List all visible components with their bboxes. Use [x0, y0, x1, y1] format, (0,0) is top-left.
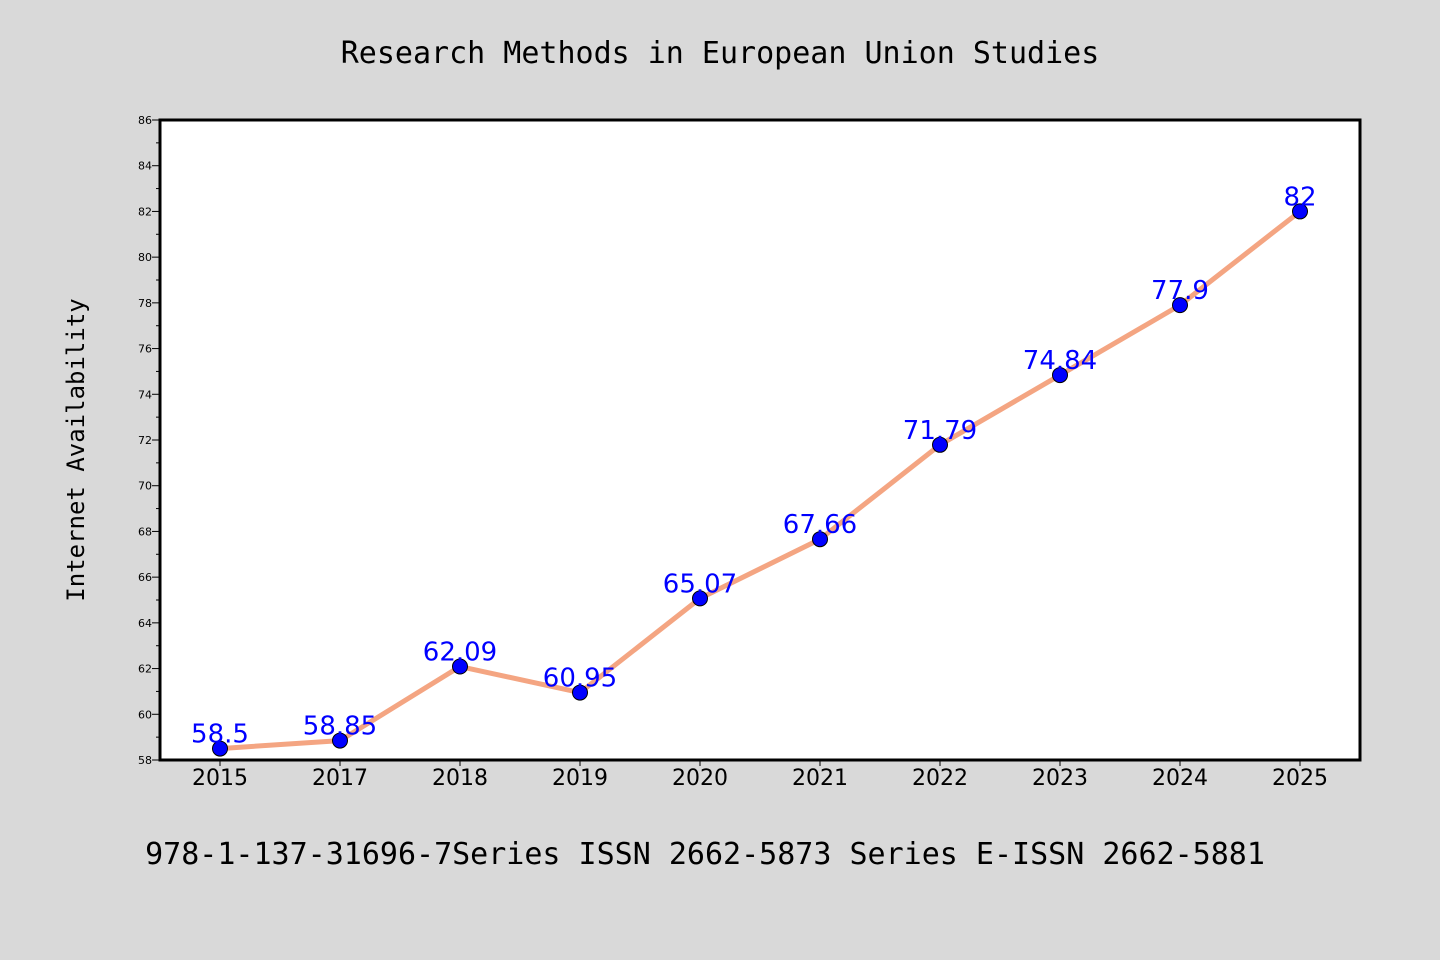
x-tick-label: 2020 [672, 766, 728, 791]
data-point [932, 436, 948, 453]
y-tick-label: 72 [138, 434, 152, 447]
plot-area [158, 118, 1362, 762]
y-tick-label: 76 [138, 343, 152, 356]
y-tick-label: 58 [138, 754, 152, 767]
data-point [692, 590, 708, 607]
data-point [1052, 367, 1068, 384]
data-point [452, 658, 468, 675]
data-point [572, 684, 588, 701]
series-layer [212, 203, 1308, 757]
y-tick-label: 64 [138, 617, 152, 630]
x-tick-label: 2023 [1032, 766, 1088, 791]
x-tick-label: 2021 [792, 766, 848, 791]
y-tick-label: 70 [138, 480, 152, 493]
y-tick-label: 80 [138, 251, 152, 264]
y-tick-label: 86 [138, 114, 152, 127]
y-tick-label: 82 [138, 205, 152, 218]
data-label-layer: 58.5 58.85 62.09 60.95 65.07 67.66 71.79 74.84 7… [191, 182, 1316, 749]
x-tick-label: 2018 [432, 766, 488, 791]
y-tick-label: 84 [138, 160, 152, 173]
y-tick-label: 74 [138, 388, 152, 401]
data-label: 58.5 [191, 720, 249, 750]
x-tick-label: 2019 [552, 766, 608, 791]
data-label: 77.9 [1151, 276, 1209, 306]
x-tick-label: 2025 [1272, 766, 1328, 791]
y-axis: 58 60 62 64 66 68 70 72 74 76 78 80 82 84 86 [138, 114, 160, 767]
data-point [212, 740, 228, 757]
y-tick-label: 66 [138, 571, 152, 584]
data-label: 60.95 [543, 664, 617, 694]
y-tick-label: 68 [138, 525, 152, 538]
chart-title: Research Methods in European Union Studi… [341, 36, 1100, 71]
x-axis: 2015 2017 2018 2019 2020 2021 2022 2023 2024 2025 [192, 760, 1328, 791]
x-tick-label: 2024 [1152, 766, 1208, 791]
data-label: 74.84 [1023, 346, 1097, 376]
x-tick-label: 2015 [192, 766, 248, 791]
footer-isbn-text: 978-1-137-31696-7Series ISSN 2662-5873 S… [145, 837, 1265, 872]
data-label: 67.66 [783, 510, 857, 540]
data-point [332, 732, 348, 749]
data-label: 82 [1283, 182, 1316, 212]
data-label: 71.79 [903, 416, 977, 446]
data-label: 58.85 [303, 712, 377, 742]
data-point [1292, 203, 1308, 220]
x-tick-label: 2017 [312, 766, 368, 791]
x-tick-label: 2022 [912, 766, 968, 791]
series-line [217, 208, 1303, 752]
data-label: 62.09 [423, 638, 497, 668]
data-point [812, 531, 828, 548]
y-tick-label: 62 [138, 663, 152, 676]
y-axis-label: Internet Availability [62, 298, 90, 601]
data-label: 65.07 [663, 569, 737, 599]
data-point [1172, 297, 1188, 314]
y-tick-label: 78 [138, 297, 152, 310]
y-tick-label: 60 [138, 708, 152, 721]
